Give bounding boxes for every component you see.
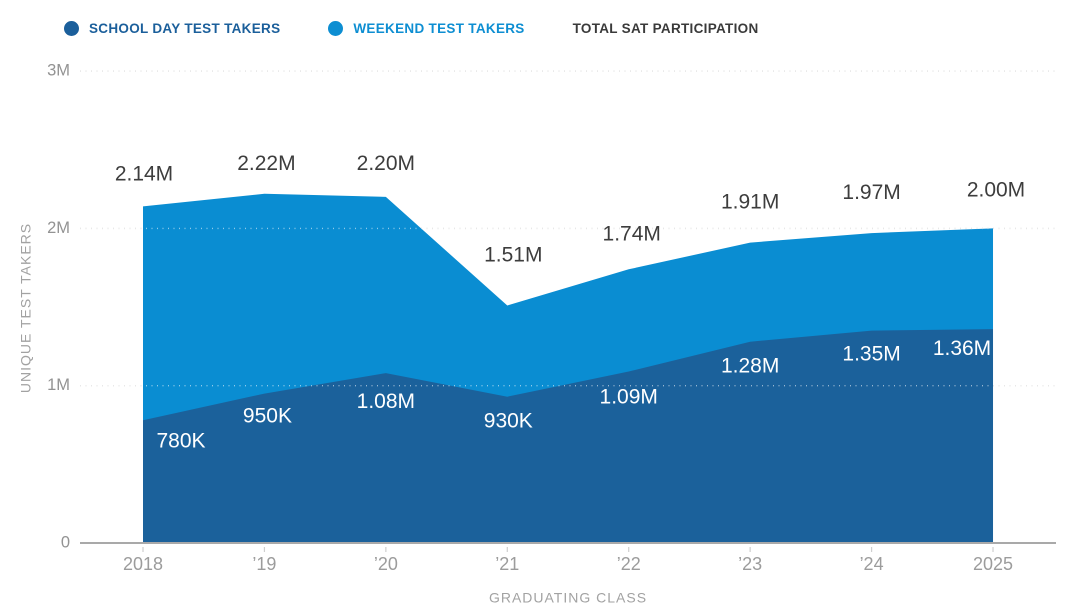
legend-dot-weekend-icon bbox=[328, 20, 344, 36]
y-tick-label: 0 bbox=[61, 533, 70, 551]
school-day-label: 780K bbox=[156, 429, 205, 452]
school-day-label: 930K bbox=[484, 410, 533, 433]
school-day-label: 1.35M bbox=[842, 343, 900, 366]
y-axis-title: UNIQUE TEST TAKERS bbox=[18, 223, 34, 393]
school-day-area bbox=[143, 329, 994, 543]
chart-legend: SCHOOL DAY TEST TAKERS WEEKEND TEST TAKE… bbox=[64, 14, 759, 42]
x-tick-label: ’19 bbox=[252, 554, 276, 574]
total-label: 1.97M bbox=[842, 181, 900, 204]
legend-label-weekend: WEEKEND TEST TAKERS bbox=[353, 20, 525, 36]
legend-label-school-day: SCHOOL DAY TEST TAKERS bbox=[89, 20, 281, 36]
total-label: 1.51M bbox=[484, 243, 542, 266]
school-day-label: 950K bbox=[243, 405, 292, 428]
total-label: 2.00M bbox=[967, 178, 1025, 201]
total-label: 2.22M bbox=[237, 152, 295, 175]
x-tick-label: 2018 bbox=[123, 554, 163, 574]
x-tick-label: ’23 bbox=[738, 554, 762, 574]
y-tick-label: 2M bbox=[47, 219, 70, 237]
x-tick-label: ’20 bbox=[374, 554, 398, 574]
x-axis-title: GRADUATING CLASS bbox=[489, 590, 647, 606]
total-label: 1.91M bbox=[721, 191, 779, 214]
legend-dot-school-day-icon bbox=[64, 20, 79, 36]
school-day-label: 1.09M bbox=[600, 386, 658, 409]
y-tick-label: 1M bbox=[47, 376, 70, 394]
school-day-label: 1.36M bbox=[933, 337, 991, 360]
x-tick-label: ’24 bbox=[860, 554, 884, 574]
x-tick-label: ’21 bbox=[495, 554, 519, 574]
legend-item-school-day[interactable]: SCHOOL DAY TEST TAKERS bbox=[64, 20, 281, 36]
legend-label-total: TOTAL SAT PARTICIPATION bbox=[572, 20, 759, 36]
total-label: 2.20M bbox=[357, 152, 415, 175]
x-tick-label: 2025 bbox=[973, 554, 1013, 574]
school-day-label: 1.08M bbox=[357, 390, 415, 413]
legend-item-total[interactable]: TOTAL SAT PARTICIPATION bbox=[573, 21, 759, 36]
x-tick-label: ’22 bbox=[617, 554, 641, 574]
legend-item-weekend[interactable]: WEEKEND TEST TAKERS bbox=[328, 20, 525, 36]
y-tick-label: 3M bbox=[47, 61, 70, 79]
total-label: 2.14M bbox=[115, 162, 173, 185]
total-label: 1.74M bbox=[603, 222, 661, 245]
school-day-label: 1.28M bbox=[721, 355, 779, 378]
